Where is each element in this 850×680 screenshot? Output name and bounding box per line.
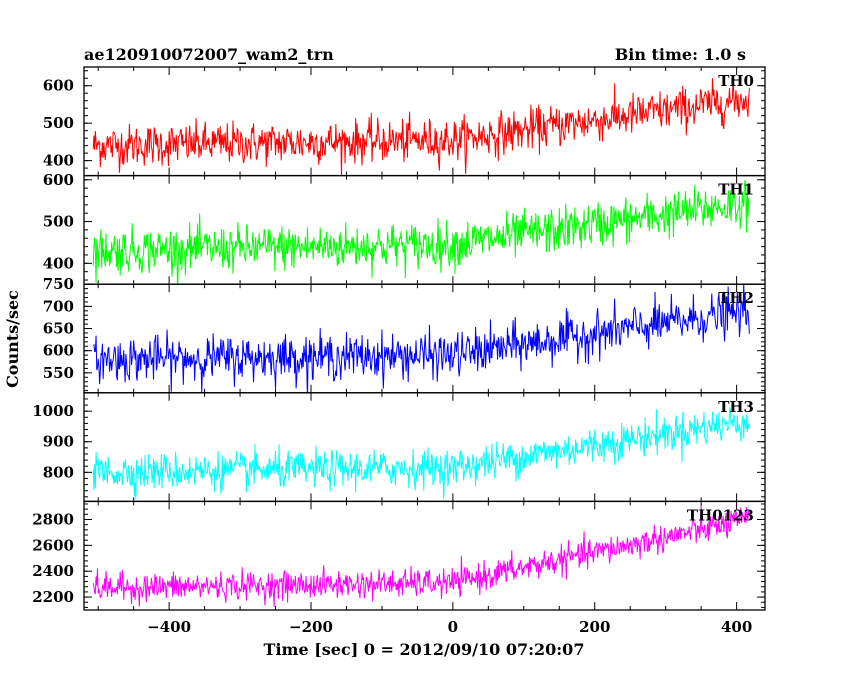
panel-th3: 800 900 1000 TH3 bbox=[32, 392, 766, 503]
panel-label: TH2 bbox=[718, 289, 754, 307]
y-tick-label: 400 bbox=[43, 254, 74, 272]
series-line-th2 bbox=[92, 284, 750, 393]
y-tick-label: 1000 bbox=[32, 402, 74, 420]
y-tick-label: 2800 bbox=[32, 511, 74, 529]
x-tick-label: −200 bbox=[289, 618, 333, 636]
chart-title: ae120910072007_wam2_trn bbox=[84, 45, 334, 64]
panel-label: TH1 bbox=[718, 181, 754, 199]
x-tick-label: −400 bbox=[147, 618, 191, 636]
series-line-th1 bbox=[92, 180, 750, 285]
series-line-th0123 bbox=[92, 504, 750, 607]
y-tick-label: 550 bbox=[43, 364, 74, 382]
y-tick-label: 2600 bbox=[32, 536, 74, 554]
bin-time-label: Bin time: 1.0 s bbox=[615, 45, 746, 64]
panels-group: 400 500 600 TH0 400 500 600 TH1 550 600 650 700 750 T… bbox=[32, 66, 766, 611]
y-tick-label: 2400 bbox=[32, 562, 74, 580]
y-tick-label: 750 bbox=[43, 275, 74, 293]
series-line-th0 bbox=[92, 75, 750, 176]
y-tick-label: 700 bbox=[43, 297, 74, 315]
x-axis: −400 −200 0 200 400 bbox=[147, 618, 752, 636]
y-tick-label: 600 bbox=[43, 77, 74, 95]
panel-frame bbox=[83, 174, 766, 285]
y-axis-label: Counts/sec bbox=[3, 290, 22, 388]
panel-th0123: 2200 2400 2600 2800 TH0123 bbox=[32, 500, 766, 611]
panel-th2: 550 600 650 700 750 TH2 bbox=[43, 275, 766, 394]
panel-th1: 400 500 600 TH1 bbox=[43, 171, 766, 285]
panel-frame bbox=[83, 392, 766, 503]
panel-label: TH0123 bbox=[687, 506, 754, 524]
y-tick-label: 2200 bbox=[32, 588, 74, 606]
panel-frame bbox=[83, 500, 766, 611]
y-tick-label: 900 bbox=[43, 433, 74, 451]
y-tick-label: 600 bbox=[43, 342, 74, 360]
series-line-th3 bbox=[92, 407, 750, 500]
x-tick-label: 200 bbox=[579, 618, 610, 636]
x-tick-label: 400 bbox=[721, 618, 752, 636]
y-tick-label: 650 bbox=[43, 320, 74, 338]
panel-label: TH3 bbox=[718, 398, 754, 416]
y-tick-label: 500 bbox=[43, 213, 74, 231]
panel-frame bbox=[83, 66, 766, 177]
panel-th0: 400 500 600 TH0 bbox=[43, 66, 766, 177]
panel-label: TH0 bbox=[718, 72, 754, 90]
y-tick-label: 600 bbox=[43, 171, 74, 189]
y-tick-label: 400 bbox=[43, 152, 74, 170]
y-tick-label: 800 bbox=[43, 463, 74, 481]
x-axis-label: Time [sec] 0 = 2012/09/10 07:20:07 bbox=[264, 640, 585, 659]
x-tick-label: 0 bbox=[448, 618, 458, 636]
y-tick-label: 500 bbox=[43, 114, 74, 132]
